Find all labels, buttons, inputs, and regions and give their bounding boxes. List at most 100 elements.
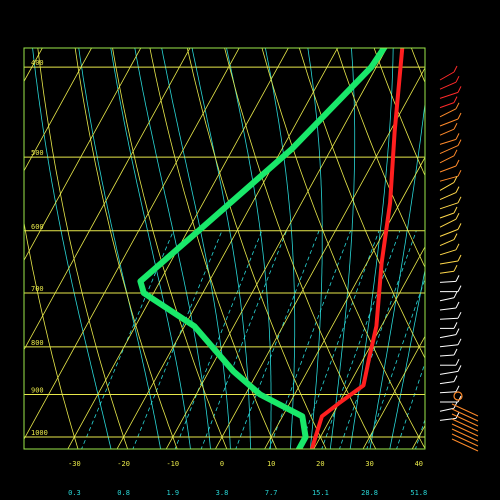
wind-barb-feather bbox=[455, 243, 460, 251]
mixing-ratio-line bbox=[321, 230, 401, 449]
wind-barb bbox=[439, 175, 459, 182]
wind-barb bbox=[439, 228, 459, 237]
wind-barb bbox=[439, 297, 455, 302]
wind-barb bbox=[451, 433, 479, 447]
wind-barb bbox=[439, 145, 459, 155]
moist-adiabat bbox=[389, 268, 425, 449]
wind-barb-feather bbox=[453, 65, 458, 73]
dry-adiabat bbox=[37, 48, 129, 449]
mixing-ratio-label: 1.9 bbox=[166, 489, 179, 497]
isotherm bbox=[214, 67, 425, 449]
wind-barb bbox=[451, 403, 479, 417]
wind-barb bbox=[439, 280, 457, 283]
profiles bbox=[137, 48, 405, 449]
wind-barb bbox=[439, 239, 455, 247]
temperature-tick-label: -10 bbox=[166, 460, 179, 468]
moist-adiabat bbox=[191, 48, 251, 449]
isotherm bbox=[264, 156, 425, 449]
wind-barb bbox=[439, 165, 457, 173]
temperature-tick-label: 0 bbox=[220, 460, 224, 468]
pressure-label: 600 bbox=[31, 223, 44, 231]
moist-adiabat bbox=[369, 100, 425, 449]
wind-barb-feather bbox=[455, 412, 460, 419]
dry-adiabat bbox=[186, 48, 327, 449]
mixing-ratio-labels: 0.3 0.8 1.9 3.8 7.7 15.1 28.8 51.8 bbox=[68, 489, 427, 497]
wind-barb-feather bbox=[453, 96, 458, 103]
wind-barb bbox=[439, 218, 457, 228]
mixing-ratio-label: 15.1 bbox=[312, 489, 329, 497]
dry-adiabat bbox=[24, 220, 79, 449]
wind-barb-feather bbox=[457, 395, 462, 403]
mixing-ratio-label: 28.8 bbox=[361, 489, 378, 497]
wind-barb bbox=[439, 344, 459, 348]
dry-adiabat bbox=[336, 48, 425, 269]
wind-barb-feather bbox=[455, 102, 460, 110]
wind-barb-feather bbox=[457, 254, 462, 262]
pressure-label: 800 bbox=[31, 339, 44, 347]
pressure-label: 400 bbox=[31, 59, 44, 67]
wind-barb bbox=[439, 71, 455, 81]
wind-barb bbox=[451, 428, 479, 442]
wind-barb-feather bbox=[457, 169, 462, 177]
wind-barb bbox=[439, 317, 459, 320]
wind-barb bbox=[439, 381, 455, 385]
wind-barb bbox=[451, 408, 479, 422]
wind-barb-feather bbox=[457, 86, 462, 93]
wind-barb bbox=[439, 81, 457, 90]
wind-barb-feather bbox=[457, 311, 462, 319]
wind-barb-feather bbox=[453, 206, 458, 214]
wind-barb bbox=[439, 118, 459, 127]
wind-barb bbox=[439, 128, 455, 136]
isotherm bbox=[24, 48, 240, 441]
wind-barb bbox=[439, 155, 455, 164]
moist-adiabat bbox=[264, 48, 296, 449]
wind-barb-feather bbox=[453, 122, 458, 130]
wind-barb bbox=[451, 413, 479, 427]
wind-barb-feather bbox=[457, 196, 462, 204]
temperature-profile bbox=[309, 48, 405, 449]
temperature-labels: -30 -20 -10 0 10 20 30 40 bbox=[68, 460, 423, 468]
wind-barb bbox=[439, 212, 455, 219]
wind-barb bbox=[439, 417, 457, 421]
dry-adiabat bbox=[74, 48, 178, 449]
pressure-label: 900 bbox=[31, 386, 44, 394]
temperature-tick-label: 20 bbox=[316, 460, 324, 468]
isotherm bbox=[24, 48, 191, 351]
wind-barb-feather bbox=[457, 338, 462, 346]
moist-adiabat bbox=[32, 48, 112, 449]
moist-adiabat bbox=[329, 48, 356, 449]
wind-barb-feather bbox=[453, 176, 458, 183]
calm-wind-circle bbox=[453, 391, 463, 401]
mixing-ratio-label: 0.8 bbox=[117, 489, 130, 497]
wind-barb-feather bbox=[455, 186, 460, 193]
wind-barb bbox=[439, 407, 455, 412]
wind-barb bbox=[439, 370, 459, 375]
wind-barb-feather bbox=[455, 385, 460, 393]
wind-barb bbox=[439, 249, 457, 256]
isotherm bbox=[165, 48, 388, 449]
wind-barbs bbox=[439, 65, 479, 452]
wind-barb-feather bbox=[455, 328, 460, 335]
wind-barb bbox=[439, 391, 457, 394]
thermo-grid bbox=[24, 48, 425, 449]
wind-barb bbox=[451, 418, 479, 432]
mixing-ratio-line bbox=[299, 230, 380, 449]
moist-adiabat bbox=[134, 48, 211, 449]
mixing-ratio-line bbox=[200, 230, 287, 449]
pressure-label: 500 bbox=[31, 149, 44, 157]
moist-adiabat bbox=[110, 48, 191, 449]
wind-barb-feather bbox=[455, 275, 460, 282]
wind-barb bbox=[439, 108, 457, 118]
mixing-ratio-line bbox=[268, 230, 351, 449]
wind-barb bbox=[439, 91, 459, 99]
mixing-ratio-line bbox=[415, 418, 425, 449]
temperature-tick-label: 40 bbox=[415, 460, 423, 468]
wind-barb-feather bbox=[455, 159, 460, 167]
moist-adiabat bbox=[226, 48, 272, 449]
wind-barb-feather bbox=[457, 365, 462, 372]
wind-barb-feather bbox=[457, 112, 462, 120]
wind-barb-feather bbox=[455, 301, 460, 309]
wind-barb bbox=[439, 192, 457, 201]
wind-barb bbox=[439, 138, 457, 145]
